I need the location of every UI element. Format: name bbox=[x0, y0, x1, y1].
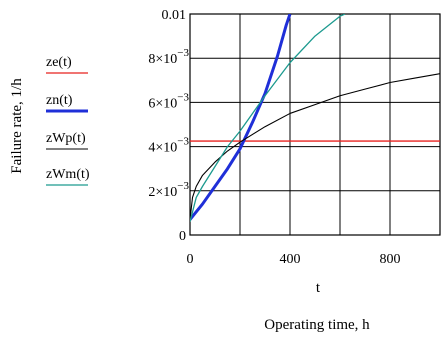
x-tick-label: 0 bbox=[187, 252, 194, 267]
series-line-zwpt bbox=[190, 73, 440, 220]
x-tick-label: 400 bbox=[280, 252, 301, 267]
plot-area bbox=[189, 13, 441, 236]
legend-entry: zWm(t) bbox=[46, 167, 90, 186]
y-tick-label: 2×10−3 bbox=[148, 180, 189, 200]
legend-label: zWm(t) bbox=[46, 167, 90, 182]
series-layer bbox=[190, 14, 440, 222]
x-axis-label: t bbox=[316, 280, 321, 296]
x-tick-label: 800 bbox=[380, 252, 401, 267]
legend-entry: ze(t) bbox=[46, 55, 88, 74]
legend-label: zWp(t) bbox=[46, 131, 86, 146]
series-line-zwmt bbox=[190, 14, 346, 222]
series-line-znt bbox=[190, 14, 292, 221]
y-tick-label: 6×10−3 bbox=[148, 91, 189, 111]
y-tick-label: 0.01 bbox=[162, 8, 187, 23]
y-tick-label: 0 bbox=[179, 229, 186, 244]
tick-labels: 0 400 800 0 2×10−3 4×10−3 6×10−3 8×10−3 0.01 bbox=[148, 8, 400, 267]
chart-caption: Operating time, h bbox=[264, 317, 370, 333]
plot-frame bbox=[189, 13, 441, 236]
legend-label: zn(t) bbox=[46, 93, 73, 108]
legend-entry: zn(t) bbox=[46, 93, 88, 113]
y-axis-label: Failure rate, 1/h bbox=[9, 78, 25, 174]
legend-entry: zWp(t) bbox=[46, 131, 88, 150]
legend: ze(t) zn(t) zWp(t) zWm(t) bbox=[46, 55, 90, 186]
legend-label: ze(t) bbox=[46, 55, 72, 70]
y-tick-label: 4×10−3 bbox=[148, 136, 189, 156]
y-tick-label: 8×10−3 bbox=[148, 47, 189, 67]
